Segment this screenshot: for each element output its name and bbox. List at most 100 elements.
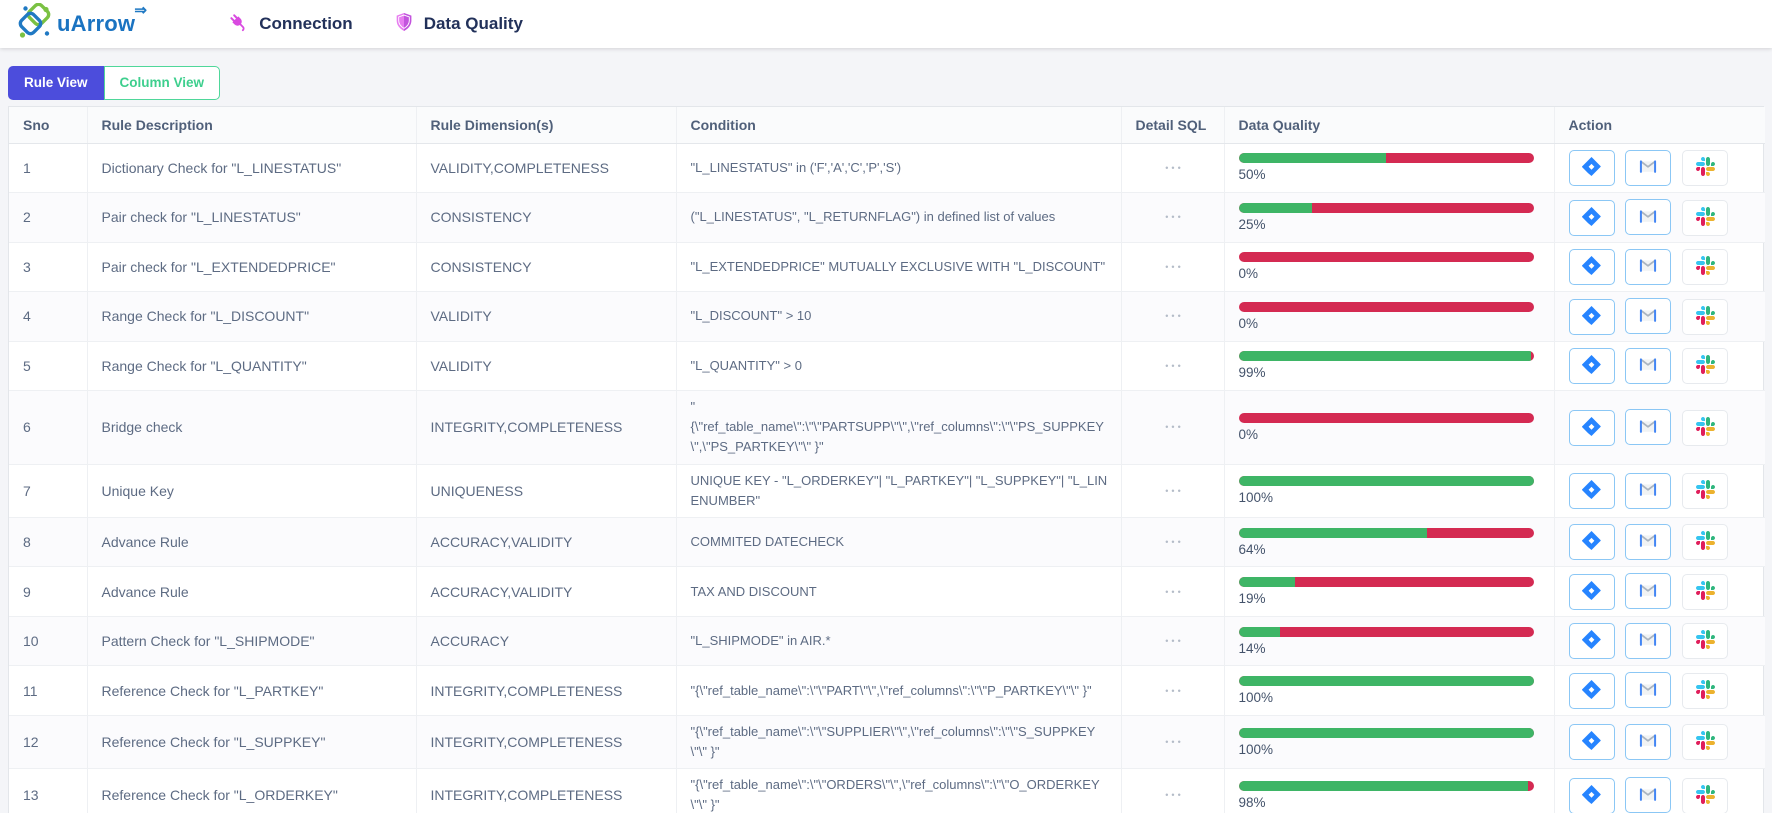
nav-data-quality[interactable]: Data Quality bbox=[393, 11, 523, 38]
slack-button[interactable] bbox=[1682, 298, 1729, 335]
detail-sql-button[interactable]: ••• bbox=[1165, 685, 1184, 696]
jira-button[interactable] bbox=[1568, 150, 1615, 187]
row-dimensions: CONSISTENCY bbox=[416, 242, 677, 293]
gmail-icon bbox=[1638, 679, 1658, 702]
tab-rule-view[interactable]: Rule View bbox=[8, 66, 104, 101]
row-description: Range Check for "L_DISCOUNT" bbox=[87, 291, 417, 342]
slack-button[interactable] bbox=[1682, 672, 1729, 709]
gmail-button[interactable] bbox=[1625, 523, 1672, 560]
gmail-button[interactable] bbox=[1625, 298, 1672, 335]
jira-button[interactable] bbox=[1568, 573, 1615, 610]
row-sno: 3 bbox=[9, 242, 88, 293]
detail-sql-button[interactable]: ••• bbox=[1165, 586, 1184, 597]
jira-button[interactable] bbox=[1568, 724, 1615, 761]
quality-bar bbox=[1238, 252, 1534, 263]
gmail-button[interactable] bbox=[1625, 248, 1672, 285]
gmail-button[interactable] bbox=[1625, 409, 1672, 446]
row-description: Bridge check bbox=[87, 390, 417, 465]
nav-connection[interactable]: Connection bbox=[226, 10, 353, 39]
quality-bar bbox=[1238, 301, 1534, 312]
jira-button[interactable] bbox=[1568, 473, 1615, 509]
quality-bar bbox=[1238, 727, 1534, 738]
gmail-button[interactable] bbox=[1625, 672, 1672, 709]
row-description: Advance Rule bbox=[87, 517, 417, 568]
detail-sql-button[interactable]: ••• bbox=[1165, 636, 1184, 647]
row-dimensions: INTEGRITY,COMPLETENESS bbox=[416, 390, 677, 465]
gmail-button[interactable] bbox=[1625, 723, 1672, 760]
jira-button[interactable] bbox=[1568, 409, 1615, 446]
col-header-data-quality: Data Quality bbox=[1224, 107, 1555, 144]
jira-button[interactable] bbox=[1568, 199, 1615, 236]
gmail-button[interactable] bbox=[1625, 573, 1672, 610]
row-sno: 5 bbox=[9, 341, 88, 392]
quality-bar bbox=[1238, 476, 1534, 487]
row-sno: 4 bbox=[9, 291, 88, 342]
jira-button[interactable] bbox=[1568, 623, 1615, 660]
gmail-button[interactable] bbox=[1625, 777, 1672, 813]
brand-arrow-icon: ⇒ bbox=[134, 2, 148, 19]
detail-sql-button[interactable]: ••• bbox=[1165, 261, 1184, 272]
slack-button[interactable] bbox=[1682, 348, 1729, 385]
table-body: 1 Dictionary Check for "L_LINESTATUS" VA… bbox=[9, 143, 1765, 813]
uarrow-logo-icon bbox=[16, 2, 54, 46]
table-row: 7 Unique Key UNIQUENESS UNIQUE KEY - "L_… bbox=[9, 464, 1765, 518]
detail-sql-button[interactable]: ••• bbox=[1165, 737, 1184, 748]
gmail-icon bbox=[1638, 580, 1658, 603]
gmail-button[interactable] bbox=[1625, 199, 1672, 236]
slack-button[interactable] bbox=[1682, 524, 1729, 561]
rules-table-card: Sno Rule Description Rule Dimension(s) C… bbox=[8, 106, 1765, 813]
quality-bar-fill bbox=[1238, 351, 1531, 362]
table-row: 11 Reference Check for "L_PARTKEY" INTEG… bbox=[9, 665, 1765, 716]
gmail-icon bbox=[1638, 730, 1658, 753]
row-dimensions: CONSISTENCY bbox=[416, 192, 677, 243]
row-description: Dictionary Check for "L_LINESTATUS" bbox=[87, 143, 417, 194]
slack-button[interactable] bbox=[1682, 573, 1729, 610]
slack-button[interactable] bbox=[1682, 409, 1729, 446]
slack-button[interactable] bbox=[1682, 623, 1729, 660]
slack-button[interactable] bbox=[1682, 724, 1729, 761]
detail-sql-button[interactable]: ••• bbox=[1165, 485, 1184, 496]
quality-percent: 100% bbox=[1238, 490, 1274, 506]
slack-button[interactable] bbox=[1682, 199, 1729, 236]
gmail-icon bbox=[1638, 206, 1658, 229]
quality-bar bbox=[1238, 153, 1534, 164]
row-condition: "{\"ref_table_name\":\"\"SUPPLIER\"\",\"… bbox=[676, 715, 1122, 770]
jira-button[interactable] bbox=[1568, 348, 1615, 385]
quality-percent: 14% bbox=[1238, 640, 1266, 656]
slack-icon bbox=[1695, 206, 1715, 229]
quality-percent: 100% bbox=[1238, 690, 1274, 706]
gmail-button[interactable] bbox=[1625, 622, 1672, 659]
slack-button[interactable] bbox=[1682, 150, 1729, 187]
detail-sql-button[interactable]: ••• bbox=[1165, 537, 1184, 548]
jira-button[interactable] bbox=[1568, 298, 1615, 335]
detail-sql-button[interactable]: ••• bbox=[1165, 790, 1184, 801]
gmail-button[interactable] bbox=[1625, 472, 1672, 509]
jira-button[interactable] bbox=[1568, 524, 1615, 561]
tab-column-view[interactable]: Column View bbox=[103, 66, 221, 101]
gmail-button[interactable] bbox=[1625, 347, 1672, 384]
quality-bar-fill bbox=[1238, 577, 1295, 588]
row-condition: COMMITED DATECHECK bbox=[676, 517, 1122, 568]
slack-button[interactable] bbox=[1682, 249, 1729, 286]
slack-icon bbox=[1695, 580, 1715, 603]
detail-sql-button[interactable]: ••• bbox=[1165, 162, 1184, 173]
jira-button[interactable] bbox=[1568, 777, 1615, 813]
gmail-button[interactable] bbox=[1625, 149, 1672, 186]
jira-icon bbox=[1582, 630, 1601, 652]
table-row: 2 Pair check for "L_LINESTATUS" CONSISTE… bbox=[9, 192, 1765, 243]
slack-button[interactable] bbox=[1682, 473, 1729, 509]
slack-button[interactable] bbox=[1682, 777, 1729, 813]
jira-button[interactable] bbox=[1568, 672, 1615, 709]
brand[interactable]: uArrow ⇒ bbox=[16, 2, 147, 46]
detail-sql-button[interactable]: ••• bbox=[1165, 212, 1184, 223]
detail-sql-button[interactable]: ••• bbox=[1165, 360, 1184, 371]
table-row: 10 Pattern Check for "L_SHIPMODE" ACCURA… bbox=[9, 616, 1765, 667]
quality-bar bbox=[1238, 676, 1534, 687]
quality-bar-fill bbox=[1238, 202, 1313, 213]
row-description: Reference Check for "L_SUPPKEY" bbox=[87, 715, 417, 770]
detail-sql-button[interactable]: ••• bbox=[1165, 311, 1184, 322]
row-dimensions: INTEGRITY,COMPLETENESS bbox=[416, 665, 677, 716]
jira-icon bbox=[1582, 480, 1601, 502]
detail-sql-button[interactable]: ••• bbox=[1165, 422, 1184, 433]
jira-button[interactable] bbox=[1568, 249, 1615, 286]
